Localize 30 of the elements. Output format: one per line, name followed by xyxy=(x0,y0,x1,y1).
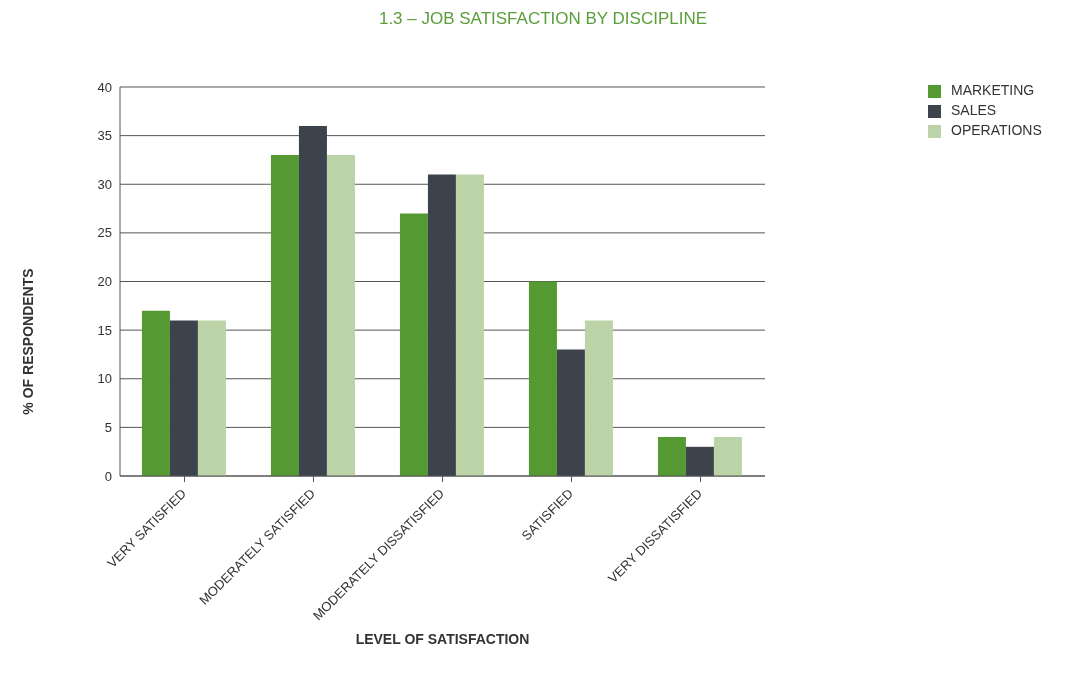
y-tick-label: 0 xyxy=(104,468,112,484)
bar xyxy=(713,437,742,476)
bar xyxy=(298,125,327,476)
y-tick-label: 10 xyxy=(97,371,112,387)
y-axis-title: % OF RESPONDENTS xyxy=(19,268,36,415)
y-tick-label: 15 xyxy=(97,322,112,338)
bar xyxy=(270,155,299,476)
bar xyxy=(685,446,714,476)
bar xyxy=(427,174,456,476)
bar xyxy=(169,320,198,476)
bar xyxy=(455,174,484,476)
bar xyxy=(556,349,585,476)
bar xyxy=(584,320,613,476)
y-tick-label: 35 xyxy=(97,128,112,144)
bar xyxy=(399,213,428,476)
bar xyxy=(197,320,226,476)
bar xyxy=(657,437,686,476)
y-tick-label: 20 xyxy=(97,274,112,290)
legend-label: MARKETING xyxy=(951,82,1035,98)
chart-title: 1.3 – JOB SATISFACTION BY DISCIPLINE xyxy=(377,8,709,30)
bar xyxy=(528,281,557,476)
x-axis-title: LEVEL OF SATISFACTION xyxy=(355,631,530,647)
bar xyxy=(326,155,355,476)
legend-label: OPERATIONS xyxy=(951,122,1042,138)
y-tick-label: 25 xyxy=(97,225,112,241)
y-tick-label: 5 xyxy=(104,419,112,435)
y-tick-label: 40 xyxy=(97,79,112,95)
bar xyxy=(141,310,170,476)
y-tick-label: 30 xyxy=(97,176,112,192)
legend-label: SALES xyxy=(951,102,997,118)
